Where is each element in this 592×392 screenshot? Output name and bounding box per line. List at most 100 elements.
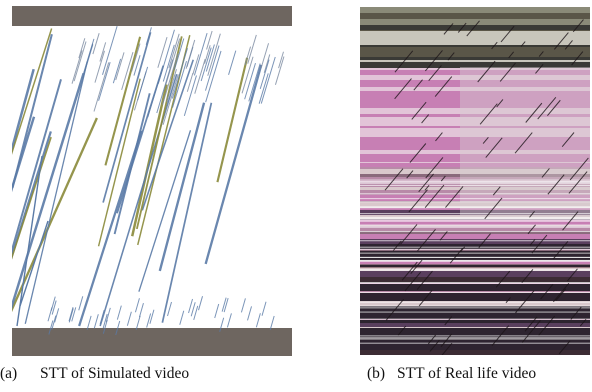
hatch-stroke: [54, 308, 60, 323]
motion-track: [12, 116, 36, 193]
pixel-row-band: [360, 339, 590, 343]
caption-tag-a: (a): [0, 365, 18, 382]
hatch-stroke: [131, 43, 141, 72]
pixel-row-band: [360, 187, 590, 190]
caption-real-life: (b) STT of Real life video: [367, 364, 536, 384]
pixel-row-band: [360, 62, 590, 68]
hatch-stroke: [214, 303, 220, 319]
hatch-stroke: [248, 63, 261, 102]
motion-track: [78, 130, 143, 327]
glare-stripe: [360, 207, 590, 209]
hatch-stroke: [206, 30, 213, 50]
hatch-stroke: [226, 313, 232, 328]
pixel-row-band: [360, 123, 590, 125]
top-gray-band: [12, 6, 292, 26]
hatch-stroke: [244, 63, 256, 100]
texture-stroke: [527, 224, 536, 235]
glare-stripe: [360, 206, 590, 208]
pixel-row-band: [360, 114, 590, 117]
glare-stripe: [360, 252, 590, 254]
pixel-row-band: [360, 167, 590, 169]
pixel-row-band: [360, 31, 590, 35]
hatch-stroke: [240, 298, 246, 313]
texture-stroke: [427, 334, 437, 345]
glare-stripe: [360, 231, 590, 233]
texture-stroke: [425, 157, 444, 179]
texture-stroke: [558, 340, 571, 355]
pixel-row-band: [360, 261, 590, 264]
pixel-row-band: [360, 320, 590, 323]
glare-stripe: [360, 182, 590, 184]
pixel-row-band: [360, 47, 590, 52]
pixel-row-band: [360, 169, 590, 174]
glare-stripe: [360, 193, 590, 195]
hatch-stroke: [269, 315, 275, 331]
glare-stripe: [360, 220, 590, 222]
hatch-stroke: [126, 311, 132, 326]
hatch-stroke: [171, 48, 188, 99]
texture-stroke: [500, 25, 515, 43]
pixel-row-band: [360, 210, 590, 215]
hatch-stroke: [115, 320, 121, 336]
texture-stroke: [439, 231, 448, 241]
pixel-row-band: [360, 138, 590, 140]
motion-track: [12, 136, 52, 260]
pixel-row-band: [360, 125, 590, 126]
texture-stroke: [491, 325, 510, 347]
pixel-row-band: [360, 52, 590, 57]
texture-stroke: [499, 62, 516, 82]
pixel-row-band: [360, 231, 590, 234]
texture-stroke: [416, 270, 433, 290]
texture-stroke: [537, 96, 557, 120]
motion-track: [12, 72, 85, 310]
texture-stroke: [572, 19, 584, 33]
hatch-stroke: [207, 33, 221, 76]
pixel-row-band: [360, 162, 590, 163]
hatch-stroke: [50, 296, 56, 311]
texture-stroke: [424, 184, 430, 191]
glare-stripe: [360, 337, 590, 339]
glare-stripe: [360, 218, 590, 220]
caption-simulated: (a) STT of Simulated video: [0, 364, 189, 384]
pixel-row-band: [360, 39, 590, 45]
texture-stroke: [418, 173, 434, 193]
hatch-stroke: [102, 319, 108, 334]
hatch-stroke: [93, 314, 99, 329]
hatch-stroke: [192, 54, 200, 75]
pixel-row-band: [360, 181, 590, 187]
pixel-row-band: [360, 160, 590, 162]
texture-stroke: [570, 306, 582, 320]
glare-stripe: [360, 301, 590, 303]
pixel-row-band: [360, 91, 590, 96]
hatch-stroke: [168, 33, 180, 69]
texture-stroke: [411, 101, 427, 120]
texture-stroke: [449, 248, 463, 264]
motion-track: [161, 102, 213, 323]
pixel-row-band: [360, 163, 590, 167]
texture-stroke: [441, 342, 453, 355]
texture-stroke: [466, 20, 480, 37]
hatch-stroke: [174, 38, 185, 70]
hatch-stroke: [78, 38, 86, 59]
texture-stroke: [564, 40, 573, 50]
hatch-stroke: [68, 308, 74, 323]
glare-stripe: [360, 213, 590, 215]
glare-stripe: [360, 311, 590, 313]
hatch-stroke: [204, 45, 220, 91]
glare-stripe: [360, 259, 590, 261]
pixel-row-band: [360, 251, 590, 257]
hatch-stroke: [82, 38, 95, 74]
caption-text-a: STT of Simulated video: [40, 365, 190, 382]
pixel-row-band: [360, 296, 590, 301]
motion-track: [12, 33, 53, 188]
pixel-row-band: [360, 8, 590, 13]
hatch-stroke: [200, 47, 212, 82]
texture-stroke: [478, 233, 491, 248]
pixel-row-band: [360, 83, 590, 87]
hatch-stroke: [241, 56, 254, 94]
hatch-stroke: [133, 55, 141, 76]
texture-stroke: [562, 211, 579, 231]
texture-stroke: [413, 79, 423, 91]
pixel-row-band: [360, 30, 590, 31]
hatch-stroke: [261, 301, 267, 316]
